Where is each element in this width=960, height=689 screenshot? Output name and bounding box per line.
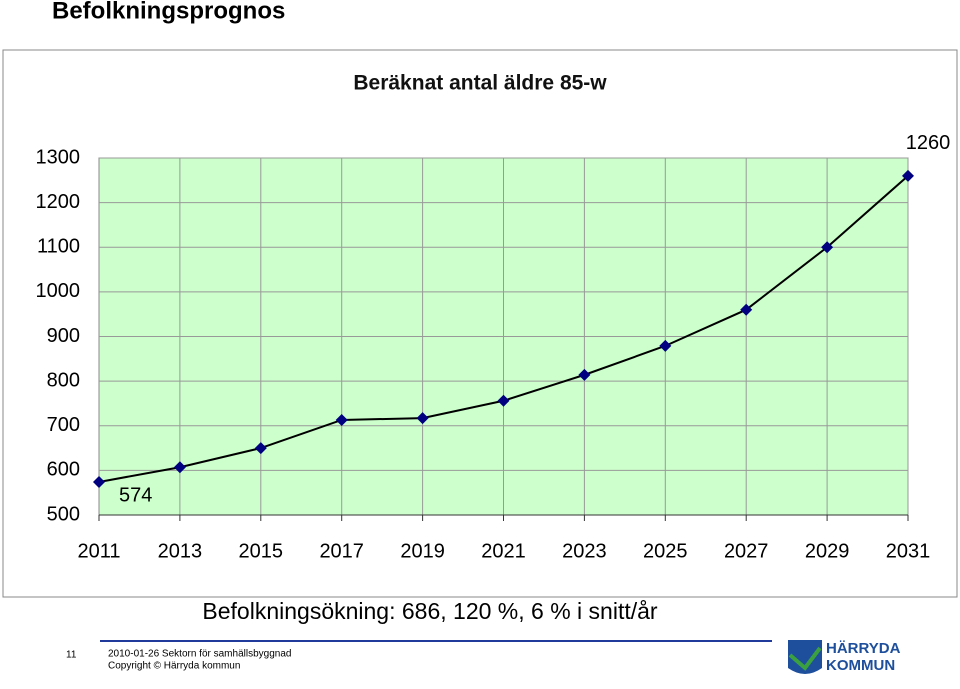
logo: HÄRRYDA KOMMUN [788,640,901,674]
y-tick-label: 1200 [36,191,81,213]
marker [578,368,591,381]
x-tick-label: 2015 [239,540,284,562]
x-tick-label: 2031 [886,540,931,562]
logo-shield [788,640,822,674]
x-tick-label: 2023 [562,540,607,562]
data-label: 1260 [906,132,951,154]
x-tick-label: 2021 [481,540,526,562]
page-number: 11 [66,650,77,661]
x-tick-label: 2025 [643,540,688,562]
logo-check [788,646,822,671]
x-tick-label: 2019 [400,540,445,562]
marker [254,442,267,455]
x-tick-label: 2017 [319,540,364,562]
y-tick-label: 700 [47,414,80,436]
x-tick-label: 2029 [805,540,850,562]
y-tick-label: 600 [47,459,80,481]
marker [497,394,510,407]
marker [821,241,834,254]
logo-text: KOMMUN [826,657,895,674]
logo-text: HÄRRYDA [826,640,901,657]
footer-line: Copyright © Härryda kommun [108,661,240,672]
y-tick-label: 500 [47,503,80,525]
slide-title: Befolkningsprognos [52,0,285,24]
subtitle: Befolkningsökning: 686, 120 %, 6 % i sni… [202,598,658,624]
x-tick-label: 2011 [77,540,120,562]
y-tick-label: 800 [47,369,80,391]
marker [416,412,429,425]
marker [335,413,348,426]
data-label: 574 [119,484,152,506]
marker [740,303,753,316]
footer-line: 2010-01-26 Sektorn för samhällsbyggnad [108,649,291,660]
x-tick-label: 2013 [158,540,203,562]
marker [93,475,105,488]
marker [902,169,914,182]
marker [173,461,186,474]
x-tick-label: 2027 [724,540,769,562]
y-tick-label: 900 [47,325,80,347]
y-tick-label: 1100 [37,236,80,258]
chart-title: Beräknat antal äldre 85-w [353,72,607,95]
marker [659,339,672,352]
y-tick-label: 1300 [36,146,81,168]
y-tick-label: 1000 [36,280,81,302]
